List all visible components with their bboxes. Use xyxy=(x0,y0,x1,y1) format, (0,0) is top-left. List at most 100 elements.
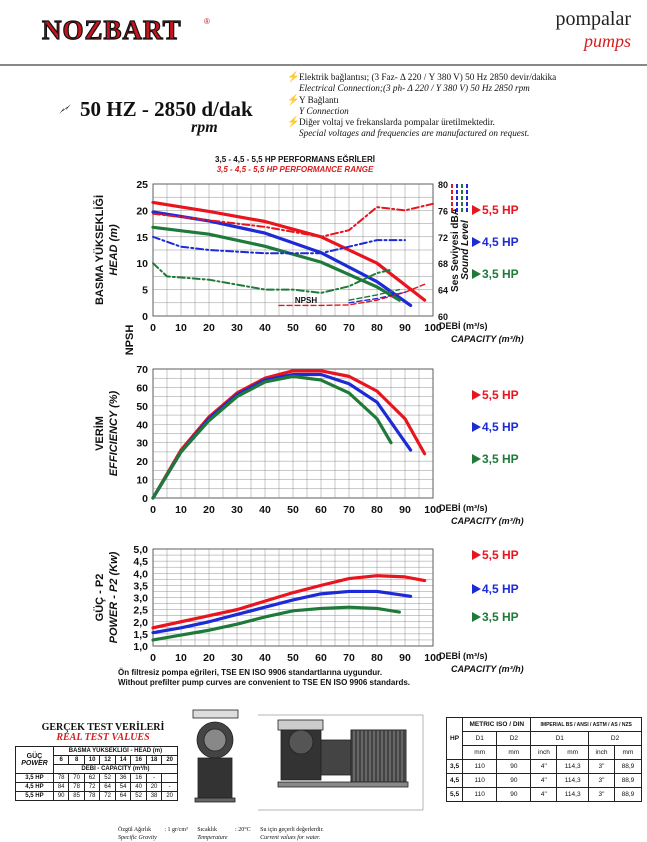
series-line xyxy=(348,288,401,301)
table-row: 3,5 HP 78 70 62 52 36 16- xyxy=(15,773,178,783)
table-cell: 84 xyxy=(52,782,70,792)
x-tick-label: 60 xyxy=(315,652,327,664)
table-row: 3,5 110 90 4" 114,3 3" 88,9 xyxy=(445,759,643,774)
y-tick-label: 40 xyxy=(136,419,148,431)
x-axis-label: CAPACITY (m³/h) xyxy=(451,664,524,674)
pump-front-view xyxy=(192,709,239,803)
y-tick-label: 3,0 xyxy=(133,593,148,605)
x-tick-label: 90 xyxy=(399,652,411,664)
legend-label: 3,5 HP xyxy=(482,267,519,281)
series-line xyxy=(348,291,406,304)
table-cell: - xyxy=(145,773,163,783)
legend-label: 5,5 HP xyxy=(482,203,519,217)
x-tick-label: 0 xyxy=(150,322,156,334)
standards-note: Ön filtresiz pompa eğrileri, TSE EN ISO … xyxy=(118,668,410,687)
y-tick-label: 15 xyxy=(136,232,148,244)
x-tick-label: 40 xyxy=(259,652,271,664)
y-axis-title: EFFICIENCY (%) xyxy=(108,390,120,476)
x-tick-label: 100 xyxy=(424,652,442,664)
x-tick-label: 10 xyxy=(175,504,187,516)
x-tick-label: 70 xyxy=(343,504,355,516)
right-tick-label: 72 xyxy=(438,233,448,243)
table-cell: 64 xyxy=(99,782,116,792)
brand-logo: NOZBART ® xyxy=(40,12,215,46)
table-cell: 40 xyxy=(130,782,147,792)
legend-label: 4,5 HP xyxy=(482,235,519,249)
table-cell: 110 xyxy=(462,787,498,802)
series-line xyxy=(151,200,427,302)
x-tick-label: 70 xyxy=(343,652,355,664)
x-tick-label: 40 xyxy=(259,322,271,334)
header-divider xyxy=(0,64,647,66)
series-line xyxy=(152,235,406,255)
frequency-unit: rpm xyxy=(191,119,218,136)
npsh-label: NPSH xyxy=(295,296,317,305)
x-tick-label: 20 xyxy=(203,652,215,664)
table-row: 5,5 HP 90 85 78 72 64 52 38 20 xyxy=(15,791,178,801)
x-axis-label: CAPACITY (m³/h) xyxy=(451,516,524,526)
table-cell: 90 xyxy=(496,773,532,788)
chart-panel xyxy=(151,183,481,317)
performance-title: 3,5 - 4,5 - 5,5 HP PERFORMANS EĞRİLERİ 3… xyxy=(215,155,375,174)
x-tick-label: 30 xyxy=(231,322,243,334)
x-tick-label: 30 xyxy=(231,504,243,516)
y-tick-label: 50 xyxy=(136,401,148,413)
legend-marker xyxy=(472,390,481,400)
note-row: ⚡ Elektrik bağlantısı; (3 Faz- Δ 220 / Y … xyxy=(287,72,557,94)
x-tick-label: 80 xyxy=(371,322,383,334)
y-tick-label: 20 xyxy=(136,205,148,217)
x-tick-label: 50 xyxy=(287,652,299,664)
right-tick-label: 76 xyxy=(438,206,448,216)
table-cell: 20 xyxy=(145,782,163,792)
dimension-lines xyxy=(258,714,424,811)
legend-label: 4,5 HP xyxy=(482,420,519,434)
electrical-notes: ⚡ Elektrik bağlantısı; (3 Faz- Δ 220 / Y … xyxy=(287,72,556,140)
y-tick-label: 60 xyxy=(136,382,148,394)
table-cell: 3" xyxy=(588,759,615,774)
x-tick-label: 100 xyxy=(424,322,442,334)
table-cell: 16 xyxy=(130,773,147,783)
note-row: ⚡ Diğer voltaj ve frekanslarda pompalar ü… xyxy=(287,117,530,139)
x-axis-label: CAPACITY (m³/h) xyxy=(451,334,524,344)
legend-label: 5,5 HP xyxy=(482,388,519,402)
series-line xyxy=(151,605,401,642)
note-row: ⚡ Y Bağlantı Y Connection xyxy=(287,94,349,116)
capacity-col: 10 xyxy=(83,755,101,765)
lightning-icon: ⚡ xyxy=(287,117,300,129)
table-cell: 4" xyxy=(530,773,558,788)
table-cell: 54 xyxy=(114,782,132,792)
capacity-col: 12 xyxy=(99,755,116,765)
right-tick-label: 60 xyxy=(438,312,448,322)
table-cell: 114,3 xyxy=(556,773,590,788)
y-tick-label: 2,0 xyxy=(133,617,148,629)
x-tick-label: 60 xyxy=(315,322,327,334)
header-line-en: pumps xyxy=(583,31,631,51)
table-cell: 110 xyxy=(462,759,498,774)
y-axis-title: GÜÇ - P2 xyxy=(93,574,106,622)
capacity-col: 20 xyxy=(161,755,178,765)
y-tick-label: 30 xyxy=(136,438,148,450)
right-tick-label: 68 xyxy=(438,259,448,269)
y-tick-label: 10 xyxy=(136,258,148,270)
table-cell: 4" xyxy=(530,787,558,802)
y-tick-label: 4,5 xyxy=(133,556,148,568)
frequency-main: 50 HZ - 2850 d/dak xyxy=(80,97,253,121)
right-axis-title: Sound Level xyxy=(460,220,471,280)
table-cell: 3" xyxy=(588,773,615,788)
table-cell: 3,5 xyxy=(445,759,464,774)
table-cell: 90 xyxy=(496,759,532,774)
x-tick-label: 0 xyxy=(150,652,156,664)
x-tick-label: 90 xyxy=(399,322,411,334)
lightning-icon: ⚡ xyxy=(287,94,300,106)
chart-panel xyxy=(151,368,481,500)
y-tick-label: 5,0 xyxy=(133,544,148,556)
x-tick-label: 0 xyxy=(150,504,156,516)
table-cell: 4,5 xyxy=(445,773,464,788)
header-product-name: pompalar pumps xyxy=(555,8,631,52)
table-cell: 4" xyxy=(530,759,558,774)
table-row: 4,5 110 90 4" 114,3 3" 88,9 xyxy=(445,773,643,788)
test-values-title: GERÇEK TEST VERİLERİ REAL TEST VALUES xyxy=(41,722,165,743)
pump-technical-drawing xyxy=(192,709,424,811)
